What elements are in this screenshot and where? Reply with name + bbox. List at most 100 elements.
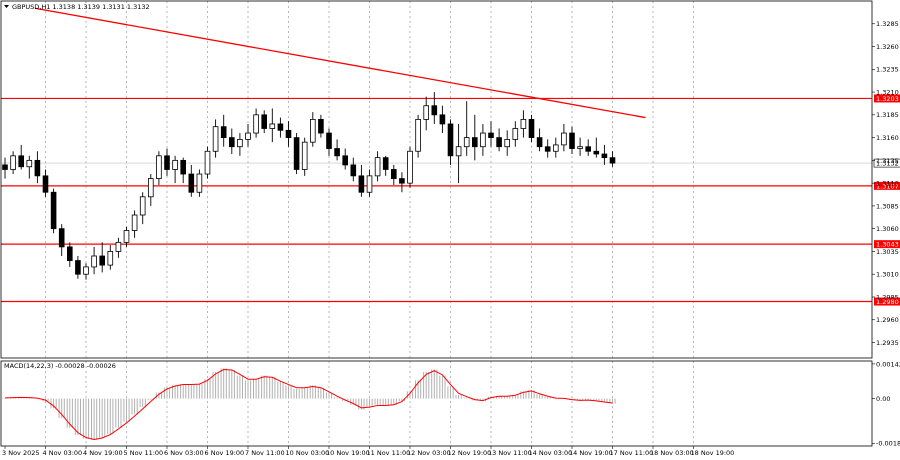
candle-body xyxy=(147,178,154,198)
time-label: 10 Nov 03:00 xyxy=(286,449,330,457)
price-tick-label: 1.3035 xyxy=(876,248,899,256)
candle-body xyxy=(131,214,138,231)
macd-panel-frame xyxy=(0,360,873,447)
macd-tick-label: -0.00184 xyxy=(876,440,900,448)
time-label: 18 Nov 19:00 xyxy=(691,449,735,457)
candle-body xyxy=(390,169,397,179)
candle-body xyxy=(334,148,340,157)
candle-body xyxy=(83,266,89,275)
price-tick-label: 1.2985 xyxy=(876,293,899,301)
candle-body xyxy=(50,191,57,230)
candle-body xyxy=(42,175,49,193)
candle-body xyxy=(2,164,8,170)
chart-frame xyxy=(0,0,873,447)
candle-body xyxy=(269,123,276,129)
candle-body xyxy=(237,139,243,148)
candle-body xyxy=(293,137,300,170)
price-axis: 1.3203 1.3107 1.3043 1.2980 1.3132 1.3285 1.32… xyxy=(872,20,900,448)
candle-body xyxy=(261,114,267,129)
candle-body xyxy=(326,132,332,149)
candle-body xyxy=(480,132,486,148)
candle-body xyxy=(399,178,405,184)
price-tick-label: 1.3135 xyxy=(876,157,899,165)
candle-body xyxy=(415,118,421,152)
candle-body xyxy=(75,260,81,275)
price-tick-label: 1.3260 xyxy=(876,43,899,51)
candle-body xyxy=(220,126,227,139)
time-label: 17 Nov 11:00 xyxy=(610,449,654,457)
symbol-title: GBPUSD,H1 1.3138 1.3139 1.3131 1.3132 xyxy=(12,3,150,11)
dropdown-triangle-icon[interactable] xyxy=(4,5,9,8)
horizontal-levels[interactable] xyxy=(1,97,872,303)
candle-body xyxy=(301,141,308,170)
candle-body xyxy=(520,118,527,129)
candle-body xyxy=(528,118,535,139)
trendline[interactable] xyxy=(34,7,646,119)
candle-body xyxy=(544,146,551,152)
candle-body xyxy=(609,157,616,164)
price-tick-label: 1.2960 xyxy=(876,316,899,324)
candle-body xyxy=(569,132,575,149)
macd-label: MACD(14,22,3) -0.00028 -0.00026 xyxy=(4,362,116,370)
candle-body xyxy=(318,118,324,134)
macd-signal-line xyxy=(4,368,613,440)
time-label: 3 Nov 2025 xyxy=(2,449,40,457)
candle-body xyxy=(10,155,16,170)
candle-body xyxy=(164,155,170,170)
price-tick-label: 1.3060 xyxy=(876,225,899,233)
level-tag xyxy=(874,297,900,306)
candle-body xyxy=(309,118,316,143)
candle-body xyxy=(577,146,583,149)
candle-body xyxy=(455,146,462,157)
level-tag-label: 1.3043 xyxy=(876,241,899,249)
level-tag-label: 1.3107 xyxy=(876,182,899,190)
price-tick-label: 1.3110 xyxy=(876,180,899,188)
macd-tick-label: 0.00 xyxy=(876,395,890,403)
candle-body xyxy=(67,246,73,261)
candle-body xyxy=(585,146,591,152)
candle-body xyxy=(18,155,24,168)
level-tag-label: 1.2980 xyxy=(876,298,899,306)
trendline-layer[interactable] xyxy=(34,7,646,119)
time-label: 13 Nov 11:00 xyxy=(488,449,532,457)
candle-body xyxy=(439,114,446,125)
candle-body xyxy=(471,137,478,148)
candle-body xyxy=(561,132,567,146)
candle-body xyxy=(156,155,162,179)
candle-body xyxy=(382,157,389,170)
candle-body xyxy=(115,241,122,252)
time-label: 5 Nov 11:00 xyxy=(124,449,164,457)
time-label: 12 Nov 19:00 xyxy=(448,449,492,457)
candle-body xyxy=(34,159,41,177)
candle-body xyxy=(58,228,65,248)
time-label: 6 Nov 19:00 xyxy=(205,449,245,457)
time-label: 14 Nov 19:00 xyxy=(569,449,613,457)
candle-body xyxy=(504,139,510,148)
candle-body xyxy=(350,164,357,177)
level-tag xyxy=(874,94,900,103)
candle-body xyxy=(123,230,130,243)
candle-body xyxy=(204,150,211,175)
candle-body xyxy=(196,173,203,193)
candle-body xyxy=(601,153,608,159)
time-label: 18 Nov 03:00 xyxy=(650,449,694,457)
candle-body xyxy=(188,173,195,193)
candle-body xyxy=(512,128,519,140)
price-panel-frame xyxy=(0,0,873,359)
candle-body xyxy=(212,126,219,152)
price-tick-label: 1.2935 xyxy=(876,339,899,347)
candle-body xyxy=(107,251,114,266)
candle-body xyxy=(26,159,33,168)
candle-body xyxy=(99,255,106,266)
candle-body xyxy=(431,105,438,116)
time-axis: 3 Nov 2025 4 Nov 03:00 4 Nov 19:00 5 Nov 11… xyxy=(2,446,734,457)
candle-body xyxy=(228,137,235,148)
current-price-label: 1.3132 xyxy=(876,160,899,168)
candle-body xyxy=(496,137,502,148)
price-tick-label: 1.3160 xyxy=(876,134,899,142)
candles xyxy=(2,92,616,280)
time-label: 4 Nov 19:00 xyxy=(83,449,123,457)
price-tick-label: 1.3235 xyxy=(876,66,899,74)
candle-body xyxy=(407,150,413,184)
